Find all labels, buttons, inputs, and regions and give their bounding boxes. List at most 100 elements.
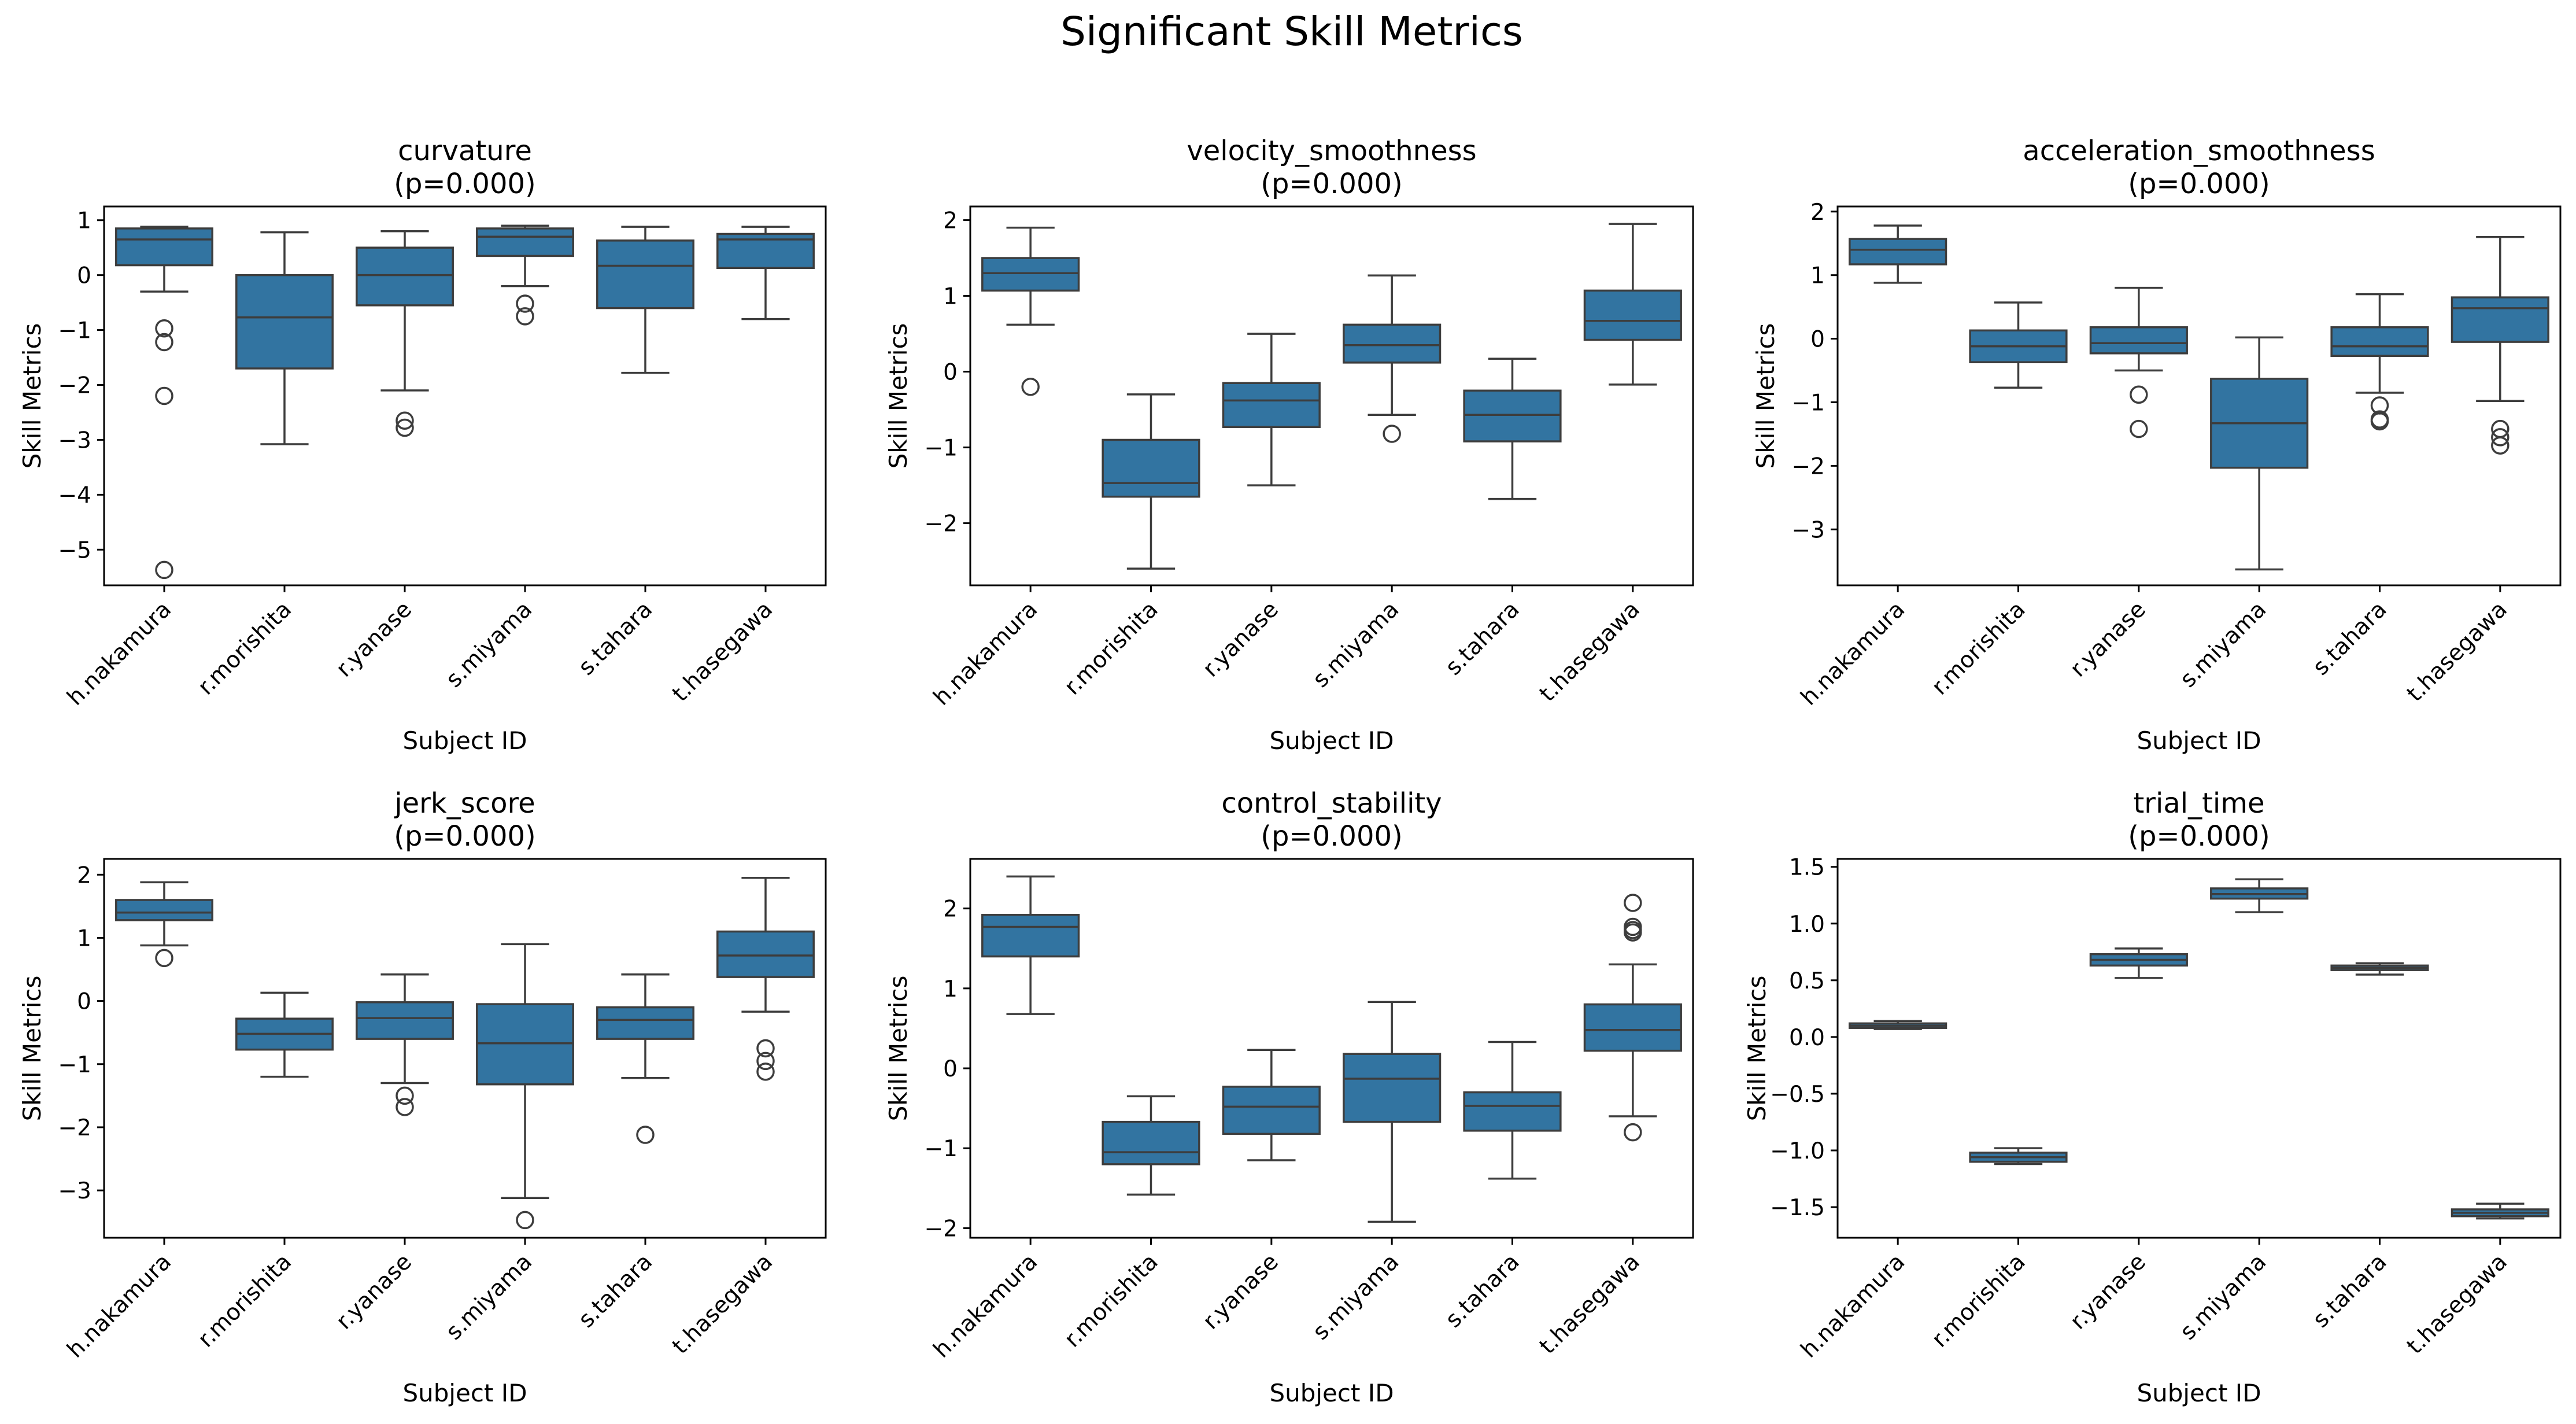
y-tick-label: −3	[58, 427, 92, 453]
y-tick-label: 1.5	[1789, 855, 1825, 881]
box-r-morishita	[1102, 1095, 1200, 1196]
y-tick-label: −3	[1792, 517, 1825, 543]
outlier-point	[2491, 436, 2510, 455]
panel-title: acceleration_smoothness (p=0.000)	[2023, 135, 2375, 200]
y-tick-label: −2	[1792, 453, 1825, 479]
x-tick-label: s.miyama	[2175, 1249, 2271, 1345]
x-axis-label: Subject ID	[1269, 1379, 1394, 1407]
box-t-hasegawa	[716, 877, 815, 1081]
y-tick-label: 2	[1810, 200, 1825, 226]
x-tick-label: s.miyama	[441, 1249, 537, 1345]
box-iqr	[1463, 389, 1562, 442]
x-tick-label: r.yanase	[331, 1249, 417, 1334]
box-r-morishita	[1969, 1147, 2068, 1165]
y-tick-label: −0.5	[1770, 1082, 1825, 1108]
x-tick-label: r.morishita	[1059, 596, 1163, 700]
box-h-nakamura	[115, 226, 213, 580]
y-axis-label: Skill Metrics	[18, 976, 46, 1122]
x-tick-label: h.nakamura	[62, 1249, 176, 1363]
outlier-point	[1624, 894, 1642, 912]
box-iqr	[716, 930, 815, 978]
box-s-miyama	[476, 224, 574, 326]
panel-title: jerk_score (p=0.000)	[394, 787, 536, 853]
axes-frame	[969, 858, 1694, 1239]
x-tick-label: s.tahara	[574, 596, 657, 680]
outlier-point	[2130, 419, 2148, 438]
box-iqr	[1583, 1003, 1682, 1052]
x-axis-label: Subject ID	[2137, 1379, 2261, 1407]
box-h-nakamura	[1849, 1020, 1947, 1030]
box-iqr	[115, 899, 213, 921]
y-tick-label: 0	[77, 989, 91, 1015]
outlier-point	[2370, 412, 2389, 431]
box-r-yanase	[1222, 333, 1321, 486]
panel-3: acceleration_smoothness (p=0.000) −3 −2 −1 0 1…	[1751, 135, 2562, 755]
x-tick-label: r.morishita	[193, 1249, 297, 1352]
box-iqr	[1343, 1053, 1442, 1123]
panel-title-line: jerk_score	[394, 787, 535, 820]
box-iqr	[1849, 238, 1947, 265]
box-h-nakamura	[115, 881, 213, 968]
y-tick-label: 0.0	[1789, 1025, 1825, 1051]
panel-title-line: trial_time	[2133, 787, 2264, 820]
outlier-point	[756, 1063, 775, 1081]
outlier-point	[396, 1086, 414, 1105]
box-iqr	[235, 274, 334, 370]
panel-title-line: (p=0.000)	[1261, 168, 1403, 200]
box-s-tahara	[1463, 357, 1562, 500]
x-tick-label: r.yanase	[1198, 596, 1284, 682]
box-r-morishita	[1102, 393, 1200, 570]
panel-title: trial_time (p=0.000)	[2128, 787, 2270, 853]
x-tick-label: t.hasegawa	[2402, 596, 2512, 707]
box-s-miyama	[2210, 336, 2309, 571]
axes-frame	[103, 858, 827, 1239]
y-tick-label: 1	[943, 976, 958, 1002]
outlier-point	[1624, 1123, 1642, 1142]
box-iqr	[476, 227, 574, 257]
box-r-morishita	[235, 991, 334, 1078]
box-r-yanase	[2089, 947, 2188, 979]
y-tick-label: 1	[77, 925, 91, 951]
box-s-tahara	[2330, 962, 2429, 976]
box-iqr	[2089, 326, 2188, 355]
y-tick-label: 1	[943, 284, 958, 310]
y-tick-label: −2	[925, 1216, 958, 1242]
panel-title-line: (p=0.000)	[2128, 820, 2270, 853]
box-iqr	[356, 246, 454, 307]
outlier-point	[2491, 428, 2510, 447]
x-tick-label: s.miyama	[1308, 596, 1404, 692]
box-iqr	[2330, 326, 2429, 357]
outlier-point	[756, 1052, 775, 1071]
x-tick-label: s.tahara	[1440, 1249, 1524, 1333]
outlier-point	[155, 386, 173, 405]
panel-title-line: control_stability	[1221, 787, 1442, 820]
box-s-tahara	[596, 226, 694, 374]
outlier-point	[516, 1211, 534, 1230]
y-tick-label: −4	[58, 482, 92, 508]
panel-title: curvature (p=0.000)	[394, 135, 536, 200]
y-tick-label: 0	[1810, 327, 1825, 353]
y-tick-label: 0	[77, 263, 91, 289]
x-tick-label: r.yanase	[1198, 1249, 1284, 1334]
box-iqr	[981, 257, 1080, 292]
axes-frame	[103, 205, 827, 586]
outlier-point	[1624, 917, 1642, 936]
panel-2: velocity_smoothness (p=0.000) −2 −1 0 1 2 h.nak…	[884, 135, 1694, 755]
y-tick-label: 2	[77, 862, 91, 888]
x-tick-label: h.nakamura	[1796, 596, 1910, 710]
y-axis-label: Skill Metrics	[884, 976, 912, 1122]
y-axis-label: Skill Metrics	[18, 323, 46, 469]
x-tick-label: s.tahara	[2308, 1249, 2392, 1333]
y-tick-label: 1	[77, 208, 91, 234]
x-tick-label: r.morishita	[1059, 1249, 1163, 1352]
outlier-point	[756, 1039, 775, 1058]
x-axis-label: Subject ID	[1269, 726, 1394, 755]
y-tick-label: 0	[943, 1056, 958, 1082]
y-tick-label: 0.5	[1789, 968, 1825, 994]
box-h-nakamura	[981, 875, 1080, 1015]
outlier-point	[155, 333, 173, 352]
axes-frame	[1836, 205, 2562, 586]
box-r-morishita	[235, 231, 334, 445]
box-iqr	[1343, 323, 1442, 364]
panel-title-line: (p=0.000)	[394, 168, 536, 200]
